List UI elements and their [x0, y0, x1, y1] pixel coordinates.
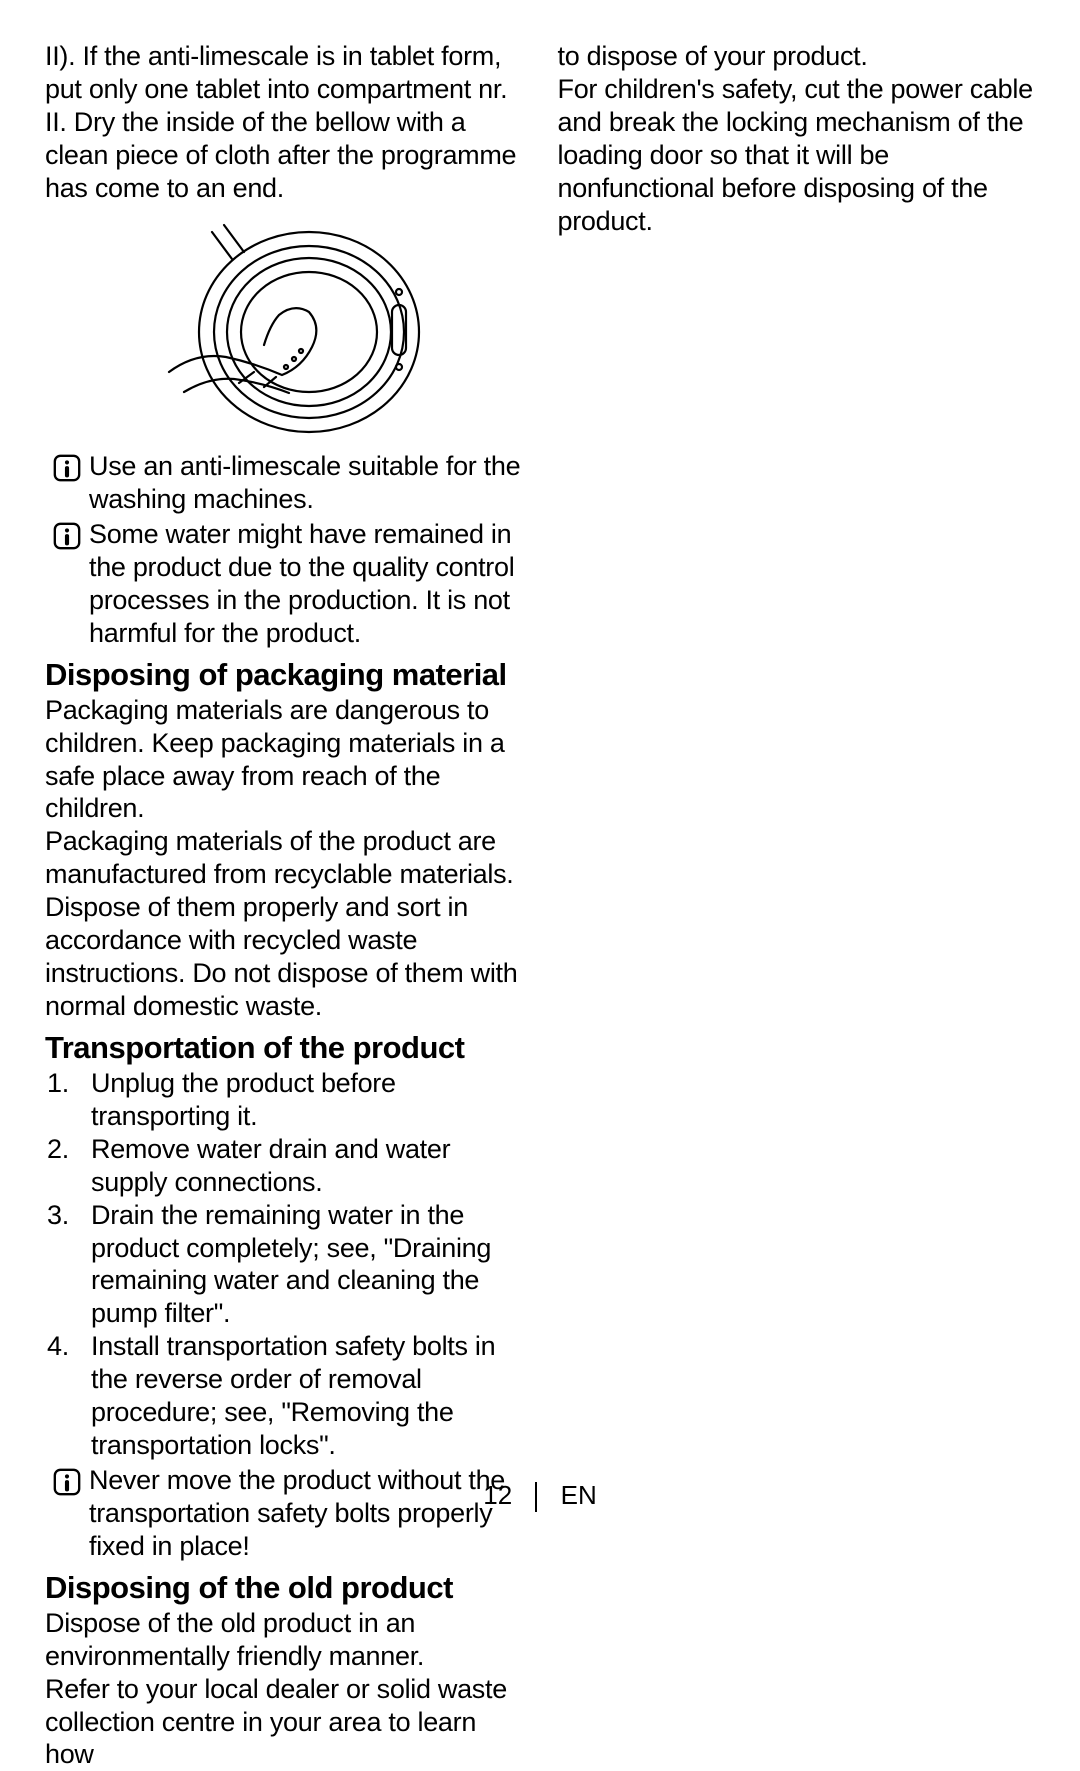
- heading-disposing-old: Disposing of the old product: [45, 1569, 523, 1607]
- info-icon: [45, 450, 89, 483]
- page-footer: 12 EN: [0, 1480, 1080, 1512]
- bellow-cleaning-illustration: [45, 217, 523, 443]
- dispose-paragraph-2: Refer to your local dealer or solid wast…: [45, 1673, 523, 1771]
- list-item: Drain the remaining water in the product…: [45, 1199, 523, 1331]
- page-number: 12: [483, 1480, 512, 1510]
- right-column: to dispose of your product. For children…: [558, 40, 1036, 1420]
- packaging-paragraph-1: Packaging materials are dangerous to chi…: [45, 694, 523, 826]
- dispose-continuation-2: For children's safety, cut the power cab…: [558, 73, 1036, 238]
- heading-transportation: Transportation of the product: [45, 1029, 523, 1067]
- info-text: Use an anti-limescale suitable for the w…: [89, 450, 523, 516]
- packaging-paragraph-2: Packaging materials of the product are m…: [45, 825, 523, 1023]
- footer-divider: [535, 1482, 537, 1512]
- heading-packaging: Disposing of packaging material: [45, 656, 523, 694]
- list-item: Remove water drain and water supply conn…: [45, 1133, 523, 1199]
- list-item: Install transportation safety bolts in t…: [45, 1330, 523, 1462]
- transport-steps-list: Unplug the product before transporting i…: [45, 1067, 523, 1462]
- info-note-2: Some water might have remained in the pr…: [45, 518, 523, 650]
- dispose-paragraph-1: Dispose of the old product in an environ…: [45, 1607, 523, 1673]
- info-note-1: Use an anti-limescale suitable for the w…: [45, 450, 523, 516]
- info-icon: [45, 518, 89, 551]
- list-item: Unplug the product before transporting i…: [45, 1067, 523, 1133]
- language-code: EN: [561, 1480, 597, 1510]
- left-column: II). If the anti-limescale is in tablet …: [45, 40, 523, 1420]
- dispose-continuation-1: to dispose of your product.: [558, 40, 1036, 73]
- intro-paragraph: II). If the anti-limescale is in tablet …: [45, 40, 523, 205]
- info-text: Some water might have remained in the pr…: [89, 518, 523, 650]
